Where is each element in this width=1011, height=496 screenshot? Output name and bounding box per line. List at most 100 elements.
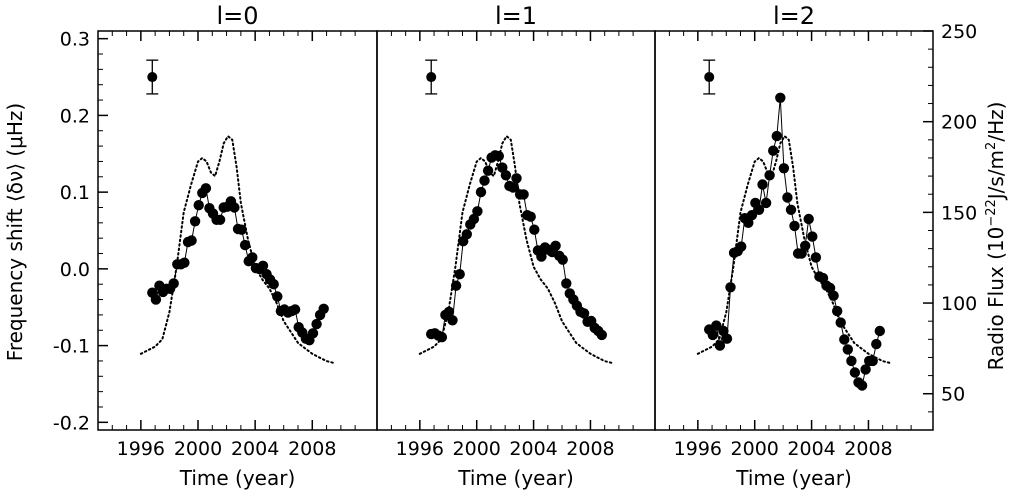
data-point: [461, 229, 472, 240]
x-tick-label: 2008: [566, 438, 614, 460]
data-point: [454, 269, 465, 280]
data-point: [257, 260, 269, 271]
panel-title: l=1: [495, 2, 537, 30]
data-point: [511, 173, 522, 184]
y-tick-label: 0.0: [60, 259, 90, 281]
data-point: [711, 320, 722, 331]
error-bar-point: [704, 72, 715, 83]
data-point: [168, 278, 179, 289]
data-point: [311, 318, 322, 330]
data-point: [757, 179, 768, 190]
x-tick-label: 2000: [453, 438, 501, 460]
data-point: [835, 317, 846, 328]
data-point: [272, 291, 283, 302]
data-point: [789, 220, 800, 232]
x-tick-label: 2008: [288, 438, 336, 460]
panel-2: l=1 1996 2000 2004 2008 Time (year): [376, 2, 656, 490]
data-point: [856, 380, 868, 391]
data-point: [828, 290, 839, 301]
data-point: [807, 231, 818, 242]
data-point: [200, 183, 212, 194]
x-tick-label: 2004: [509, 438, 557, 460]
data-point: [785, 204, 797, 215]
data-point: [578, 308, 590, 319]
x-tick-label: 2000: [174, 438, 222, 460]
data-point: [871, 338, 882, 350]
data-point: [500, 170, 512, 181]
data-point: [746, 210, 758, 221]
y2-tick-label: 200: [941, 112, 977, 134]
radio-flux-line: [139, 134, 335, 364]
left-y-axis-label: Frequency shift ⟨δν⟩ (μHz): [3, 103, 27, 361]
x-axis-label: Time (year): [457, 466, 574, 490]
data-point: [550, 240, 561, 251]
data-point: [475, 186, 487, 198]
data-point: [189, 216, 201, 227]
radio-flux-line: [418, 134, 613, 364]
data-point: [849, 367, 861, 378]
data-point: [447, 315, 458, 326]
data-point: [842, 344, 853, 355]
data-point: [760, 197, 772, 209]
error-bar-point: [426, 72, 437, 83]
data-point: [736, 241, 747, 252]
data-point: [229, 202, 240, 213]
y-tick-label: 0.1: [60, 182, 90, 204]
data-point: [775, 92, 786, 104]
data-point: [596, 329, 607, 341]
data-point: [307, 328, 319, 339]
data-point: [472, 206, 483, 217]
x-tick-label: 2008: [844, 438, 892, 460]
data-point: [803, 213, 814, 225]
data-point: [874, 325, 885, 337]
data-point: [450, 280, 462, 291]
x-tick-label: 2004: [231, 438, 279, 460]
data-point: [318, 303, 329, 314]
data-point: [561, 278, 572, 289]
y-tick-label: -0.2: [53, 412, 90, 434]
data-point: [239, 239, 251, 251]
data-point: [268, 279, 279, 290]
y2-tick-label: 100: [941, 293, 977, 315]
data-point: [810, 252, 822, 263]
data-point: [443, 306, 455, 317]
panel-title: l=0: [216, 2, 258, 30]
data-point: [860, 364, 871, 375]
data-point: [536, 251, 547, 262]
panel-1: l=0 1996 2000 2004 2008 Time (year) 0.3 0.2 0.1 0…: [53, 2, 378, 490]
x-tick-label: 1996: [117, 438, 165, 460]
data-point: [557, 254, 568, 265]
data-point: [479, 175, 490, 186]
data-point: [707, 329, 718, 341]
y-tick-label: 0.2: [60, 105, 90, 127]
y2-tick-label: 250: [941, 21, 977, 43]
data-point: [247, 252, 258, 263]
data-point: [482, 165, 494, 176]
data-point: [846, 355, 857, 367]
x-tick-label: 1996: [396, 438, 444, 460]
data-point: [778, 163, 790, 174]
x-axis-label: Time (year): [179, 466, 296, 490]
y2-tick-label: 50: [941, 384, 965, 406]
panel-title: l=2: [773, 2, 815, 30]
data-point: [832, 305, 843, 317]
data-point: [800, 240, 811, 251]
y-tick-label: 0.3: [60, 29, 90, 51]
data-point: [839, 334, 850, 345]
x-tick-label: 2004: [787, 438, 835, 460]
data-point: [493, 150, 504, 162]
error-bar-point: [147, 72, 158, 83]
data-point: [771, 130, 782, 142]
x-tick-label: 2000: [731, 438, 779, 460]
data-point: [768, 145, 779, 156]
data-point: [525, 211, 536, 222]
data-point: [150, 294, 162, 305]
data-point: [725, 282, 736, 293]
right-y-axis-label: Radio Flux (10−22J/s/m2/Hz): [984, 102, 1008, 371]
panel-3: l=2 1996 2000 2004 2008 Time (year) 250 200 150 1…: [654, 2, 977, 490]
data-point: [753, 204, 765, 215]
data-point: [289, 304, 301, 315]
panel-frame: [376, 30, 656, 431]
data-point: [436, 332, 448, 343]
